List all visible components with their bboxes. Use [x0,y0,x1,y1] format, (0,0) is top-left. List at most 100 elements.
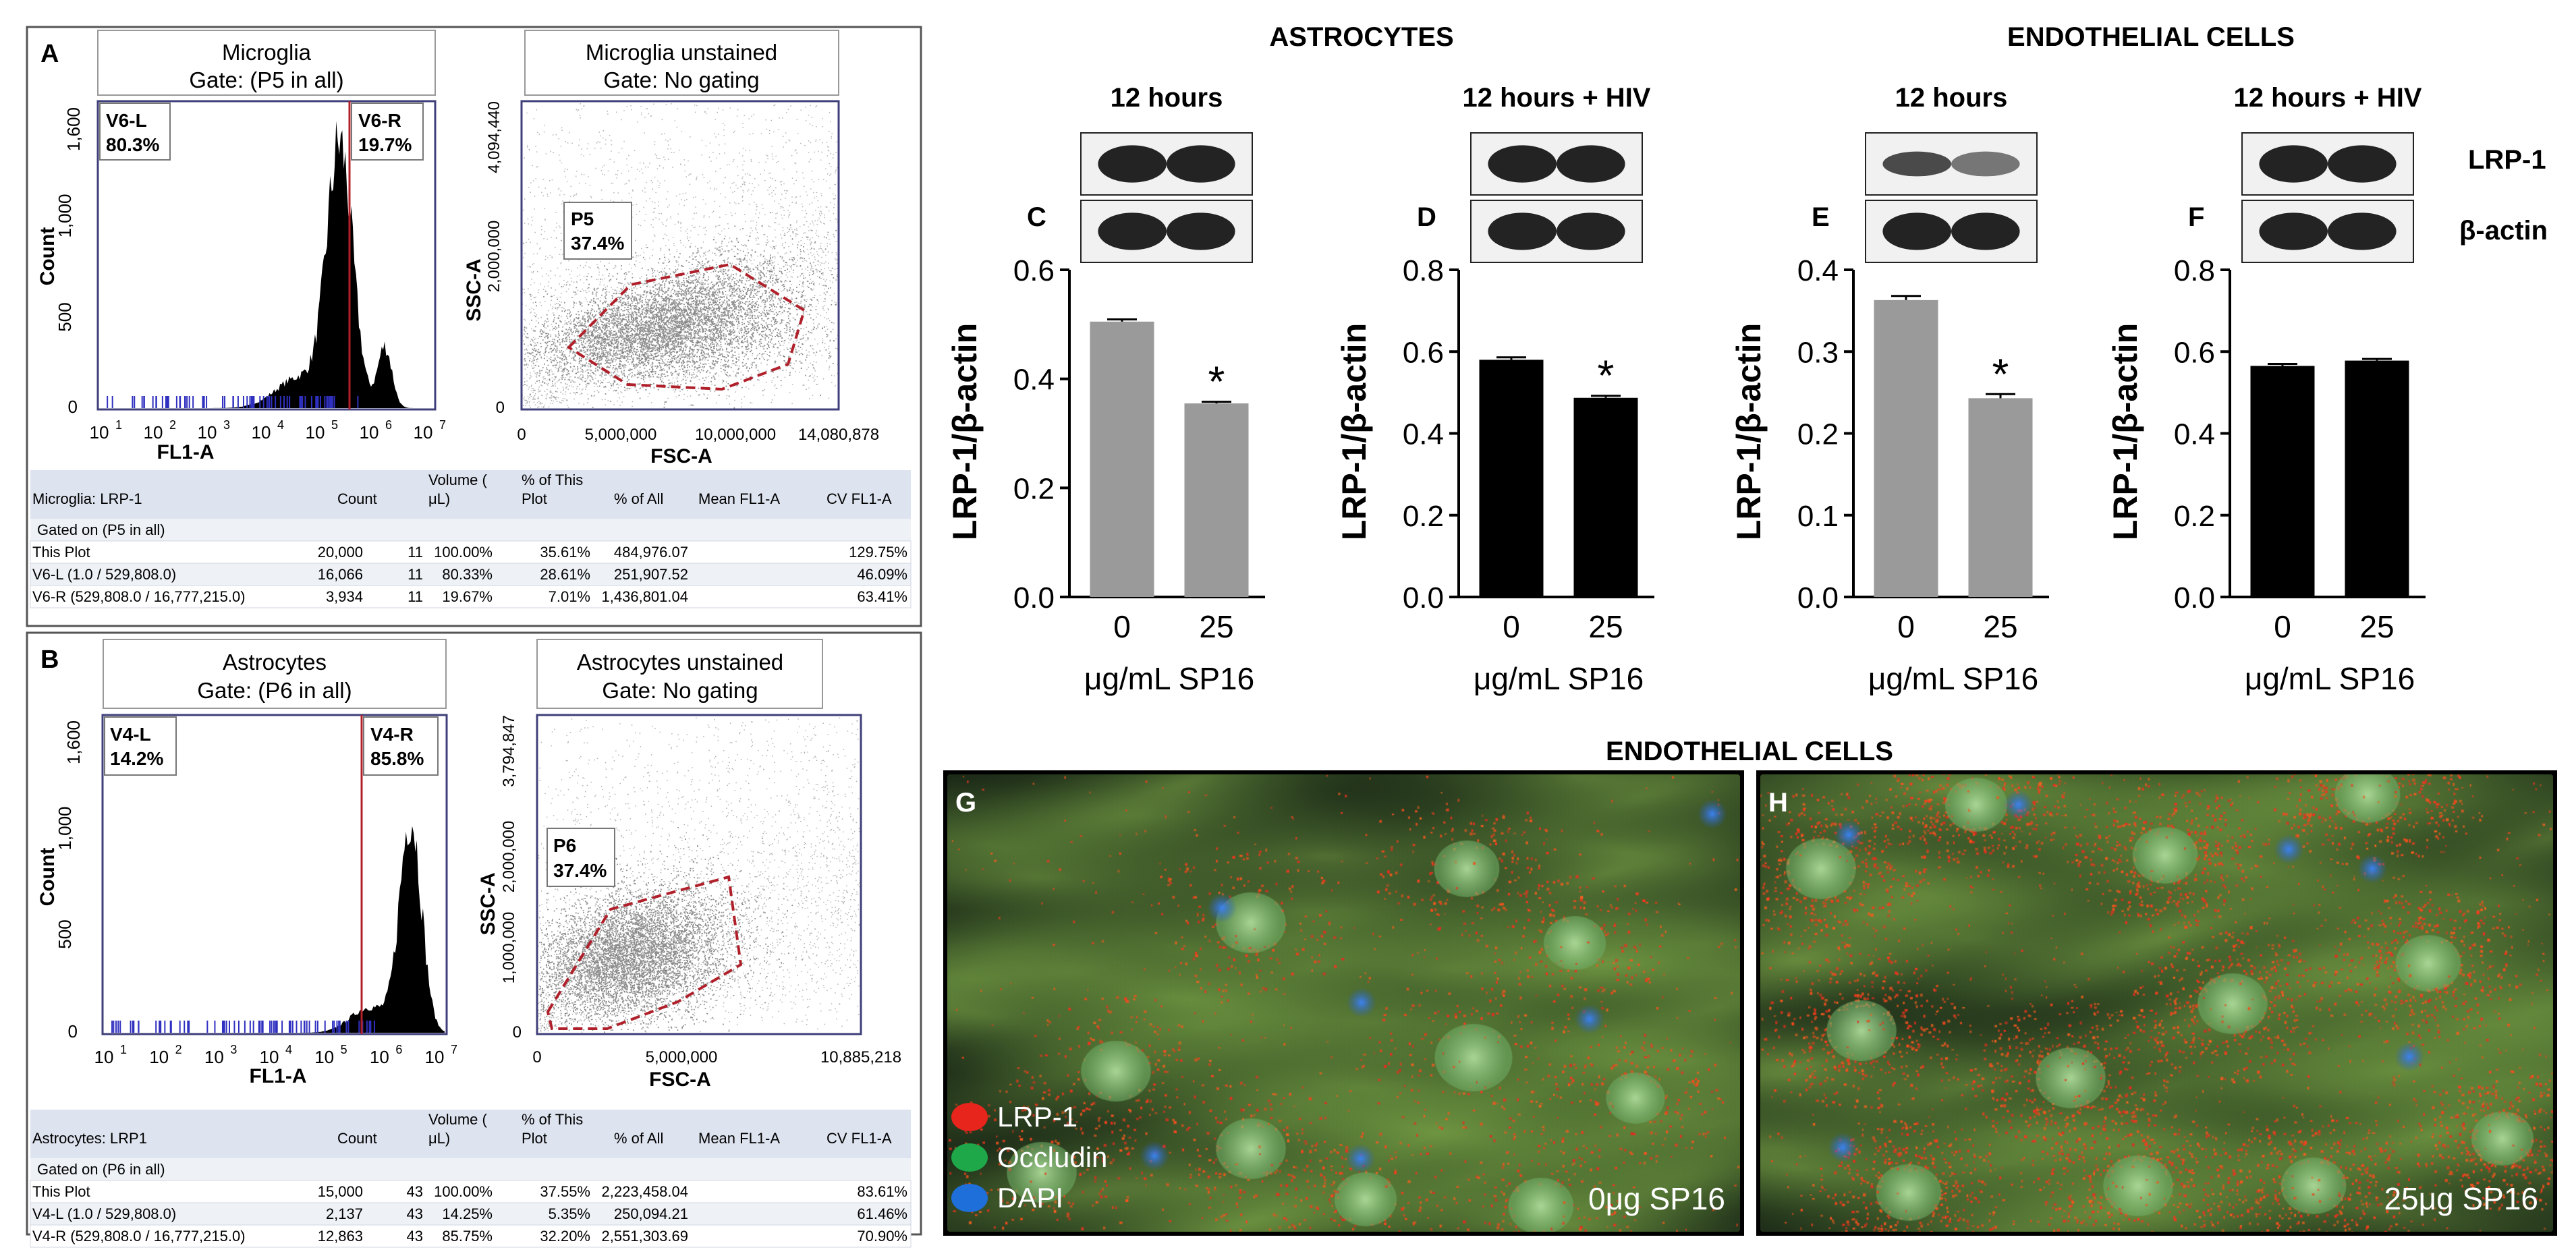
blot-lrp1 [2241,132,2414,196]
blot-band [1098,145,1167,183]
hist-xtick: 10 [425,1047,445,1067]
table-row [30,1180,912,1203]
scatter-b-gate-polygon [546,875,743,1030]
hist-xtick: 10 [204,1047,224,1067]
scatter-b-gate: Gate: No gating [602,678,758,703]
x-tick-label: 25 [1588,609,1623,644]
legend-blue-swatch [951,1184,988,1212]
hist-xtick-exponent: 2 [169,418,176,432]
significance-marker: * [1992,349,2009,398]
y-axis-label: LRP-1/β-actin [1335,323,1373,540]
x-tick-label: 0 [1113,609,1131,644]
significance-marker: * [1598,351,1615,400]
table-header-bg [30,470,911,519]
hist-xtick-exponent: 6 [385,418,392,432]
table-header-cell: CV FL1-A [827,490,892,507]
table-header-bg [30,1110,911,1158]
micrograph-h-image [1760,774,2553,1232]
hist-xtick-exponent: 2 [175,1043,182,1056]
y-axis-label: LRP-1/β-actin [2106,323,2144,540]
panel-a-letter: A [40,40,59,68]
bar-chart-c: 12 hours C 0.0 0.2 0.4 0.6 LRP-1/β-actin 0 * 25 μg… [946,83,1265,696]
panel-letter: E [1812,202,1830,232]
table-row [30,1202,912,1226]
bar [1479,360,1544,597]
table-header-cell: Count [337,1130,377,1147]
y-tick-label: 0.4 [1013,364,1055,397]
x-tick-label: 25 [2359,609,2394,644]
chart-subtitle: 12 hours + HIV [2234,83,2422,113]
hist-a-ytick: 1,000 [55,194,75,237]
table-header-cell: Count [337,490,377,507]
y-tick-label: 0.4 [1797,254,1839,287]
table-cell: V4-R (529,808.0 / 16,777,215.0) [32,1228,246,1245]
micrograph-g-letter: G [955,788,977,818]
y-tick-label: 0.6 [1403,336,1444,369]
table-cell: 19.67% [442,588,493,605]
chart-subtitle: 12 hours + HIV [1463,83,1651,113]
heading-endothelial-bottom: ENDOTHELIAL CELLS [1606,737,1893,766]
table-cell: 251,907.52 [614,566,688,583]
hist-b-right-gate-pct: 85.8% [370,748,424,769]
scatter-dots-sparse [537,717,862,1033]
hist-xtick: 10 [414,422,433,443]
hist-a-xticks: 10 1 10 2 10 3 10 4 10 5 10 6 10 7 [90,418,446,443]
table-cell: 5.35% [549,1205,590,1222]
y-tick-label: 0.8 [2174,254,2215,287]
table-header-cell: Mean FL1-A [698,490,780,507]
y-tick-label: 0.6 [2174,336,2215,369]
y-tick-label: 0.2 [1797,418,1839,451]
table-cell: 43 [407,1183,423,1200]
blot-band [1557,212,1625,250]
table-row [30,585,912,608]
scatter-b-ytick: 3,794,847 [500,715,518,787]
hist-b-title-box [103,639,447,709]
bar [1184,403,1249,597]
legend-label: Occludin [997,1141,1108,1173]
scatter-dots [539,804,803,1033]
scatter-dots-sparse [522,103,840,408]
y-tick-label: 0.6 [1013,254,1055,287]
scatter-a-ylabel: SSC-A [463,258,485,321]
scatter-a-gate-pct: 37.4% [571,233,624,254]
chart-subtitle: 12 hours [1111,83,1223,113]
x-axis-label: μg/mL SP16 [1084,661,1254,696]
bar [1968,398,2033,597]
panel-b: B Astrocytes Gate: (P6 in all) V4-L 14.2… [26,631,922,1248]
scatter-b-gate-name: P6 [553,835,576,856]
table-cell: 100.00% [434,1183,493,1200]
hist-b-gate: Gate: (P6 in all) [197,678,352,703]
y-tick-label: 0.0 [2174,581,2215,615]
scatter-a-points [522,103,840,409]
hist-b-left-gate-box [104,716,177,776]
table-cell: 2,137 [326,1205,363,1222]
table-cell: 83.61% [857,1183,907,1200]
y-axis-label: LRP-1/β-actin [946,323,984,540]
hist-a-title: Microglia [222,40,312,65]
bar-chart-f: 12 hours + HIV F 0.0 0.2 0.4 0.6 0.8 LRP-1/β-ac… [2106,83,2426,696]
table-cell: 15,000 [318,1183,363,1200]
hist-a-left-gate-box [99,103,171,161]
hist-b-ylabel: Count [36,848,59,907]
micrograph-h-letter: H [1768,788,1788,818]
table-cell: 11 [408,588,423,605]
x-tick-label: 25 [1983,609,2017,644]
table-gated-label: Gated on (P5 in all) [37,521,165,538]
hist-xtick-exponent: 4 [285,1043,292,1056]
scatter-b-gate-box [547,828,615,887]
bar [1573,397,1638,597]
scatter-b-gate-pct: 37.4% [553,860,607,881]
hist-xtick: 10 [198,422,217,443]
table-cell: 12,863 [318,1228,363,1245]
table-header-cell: Plot [522,1130,547,1147]
table-cell: 1,436,801.04 [602,588,688,605]
hist-a-title-box [97,30,436,96]
table-cell: This Plot [32,1183,90,1200]
blot-band [1882,151,1951,177]
hist-a-rug [107,396,359,408]
bar-charts: 12 hours C 0.0 0.2 0.4 0.6 LRP-1/β-actin 0 * 25 μg… [946,83,2426,696]
y-tick-label: 0.2 [1013,472,1055,505]
blot-band [1167,212,1235,250]
hist-xtick-exponent: 3 [223,418,230,432]
y-tick-label: 0.8 [1403,254,1444,287]
